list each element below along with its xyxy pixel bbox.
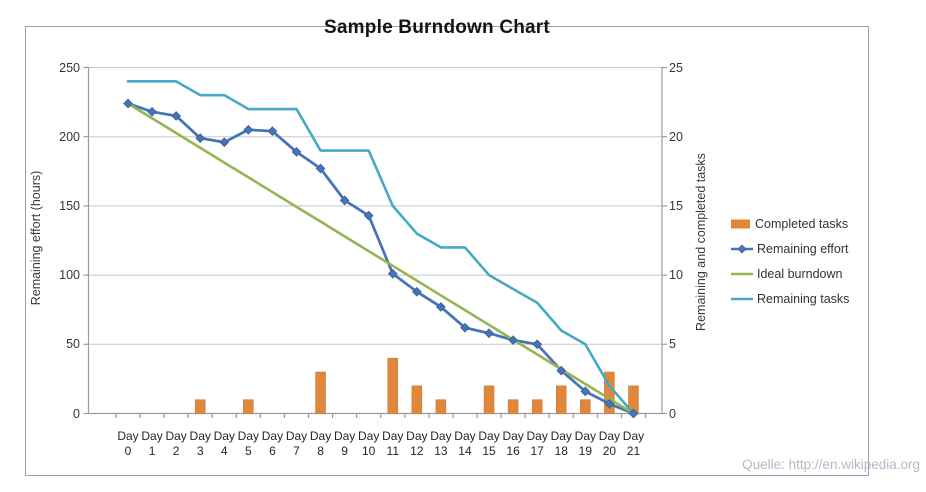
source-note: Quelle: http://en.wikipedia.org [742,457,920,472]
y-axis-left-tick-label: 0 [73,406,80,421]
x-axis-label: Day 1 [141,429,163,458]
legend-item-remaining-tasks: Remaining tasks [731,286,871,311]
x-axis-label: Day 17 [526,429,548,458]
y-axis-right-tick-label: 0 [669,406,676,421]
axes [87,67,663,415]
legend-label: Remaining effort [757,241,849,256]
x-axis-label: Day 7 [285,429,308,458]
x-axis-label: Day 21 [622,429,645,458]
legend-swatch-line-icon [731,269,753,279]
series-completed-tasks-bars [194,357,639,414]
legend-label: Completed tasks [755,216,849,231]
x-axis-label: Day 9 [333,429,356,458]
y-axis-left-tick-label: 200 [59,129,80,144]
y-axis-right-tick-label: 20 [669,129,683,144]
x-axis-label: Day 2 [165,429,187,458]
x-axis-label: Day 0 [117,429,139,458]
x-axis-label: Day 4 [213,429,235,458]
x-axis-label: Day 19 [574,429,596,458]
chart-title: Sample Burndown Chart [324,17,550,38]
x-axis-label: Day 8 [309,429,332,458]
x-axis-label: Day 20 [598,429,621,458]
y-axis-left-tick-label: 250 [59,60,80,75]
y-axis-left-tick-label: 100 [59,268,80,283]
x-axis-label: Day 15 [478,429,500,458]
tick-marks [83,66,667,418]
x-axis-label: Day 13 [430,429,452,458]
legend-item-ideal-burndown: Ideal burndown [731,261,871,286]
y-axis-left-title: Remaining effort (hours) [29,170,43,306]
y-axis-right-title: Remaining and completed tasks [694,153,708,331]
x-axis-label: Day 5 [237,429,260,458]
legend-swatch-line-icon [731,294,753,304]
legend-item-remaining-effort: Remaining effort [731,236,871,261]
chart-frame [25,26,869,476]
x-axis-label: Day 12 [406,429,428,458]
y-axis-right-tick-label: 15 [669,198,683,213]
y-axis-left-tick-label: 150 [59,198,80,213]
x-axis-label: Day 18 [550,429,572,458]
x-axis-label: Day 11 [382,429,404,458]
x-axis-label: Day 16 [502,429,524,458]
legend-label: Ideal burndown [757,266,843,281]
series-remaining-tasks-line [126,80,635,415]
legend-label: Remaining tasks [757,291,850,306]
y-axis-right-tick-label: 10 [669,268,683,283]
x-axis-label: Day 6 [261,429,284,458]
y-axis-right-tick-label: 5 [669,337,676,352]
series-remaining-effort-line [126,102,635,415]
series-remaining-effort-markers [123,98,639,419]
series-ideal-burndown-line [126,102,635,415]
y-axis-left-tick-label: 50 [66,337,80,352]
legend-swatch-diamond-line-icon [731,244,753,254]
legend-swatch-bar-icon [731,219,751,229]
y-axis-right-tick-label: 25 [669,60,683,75]
chart-legend: Completed tasks Remaining effort Ideal b… [731,211,871,311]
gridlines [88,67,662,345]
legend-item-completed-tasks: Completed tasks [731,211,871,236]
x-axis-label: Day 10 [358,429,380,458]
x-axis-label: Day 14 [454,429,476,458]
x-axis-label: Day 3 [189,429,211,458]
